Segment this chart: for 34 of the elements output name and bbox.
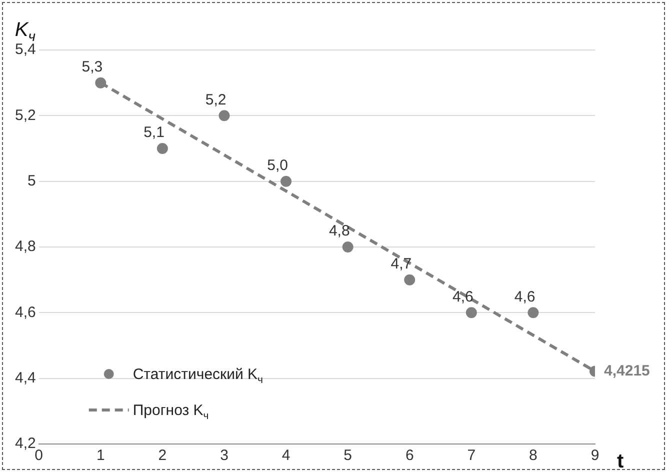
data-label: 4,7 [390,255,412,272]
x-tick-label: 6 [405,447,414,464]
y-tick-label: 5 [28,172,36,190]
x-tick-label: 4 [282,447,290,464]
y-tick-label: 4,8 [14,238,36,256]
point [528,307,539,318]
x-tick-label: 8 [529,447,538,464]
data-label: 5,0 [267,156,288,174]
x-tick-label: 2 [158,447,167,464]
data-label: 5,3 [82,58,103,76]
y-tick-label: 5,4 [14,41,36,58]
x-tick-label: 1 [96,447,105,464]
y-tick-label: 4,6 [14,304,36,321]
point [156,143,168,154]
data-label: 5,2 [205,91,226,108]
x-tick-label: 0 [34,447,44,464]
point [404,274,416,286]
point [466,307,477,318]
y-tick-label: 4,2 [14,435,36,452]
y-tick-label: 4,4 [14,369,36,386]
x-tick-label: 5 [344,447,352,464]
x-axis-title: t [617,450,624,472]
x-tick-label: 3 [220,447,228,464]
data-label: 5,1 [144,124,164,142]
point [342,242,354,252]
x-tick-label: 9 [590,447,600,464]
data-label: 4,6 [514,288,536,306]
x-tick-label: 7 [467,447,476,464]
data-label: 4,8 [328,222,350,240]
point [218,110,230,122]
y-tick-label: 5,2 [14,106,36,124]
data-label: 4,4215 [604,362,650,380]
point [280,176,292,187]
point [95,77,106,88]
